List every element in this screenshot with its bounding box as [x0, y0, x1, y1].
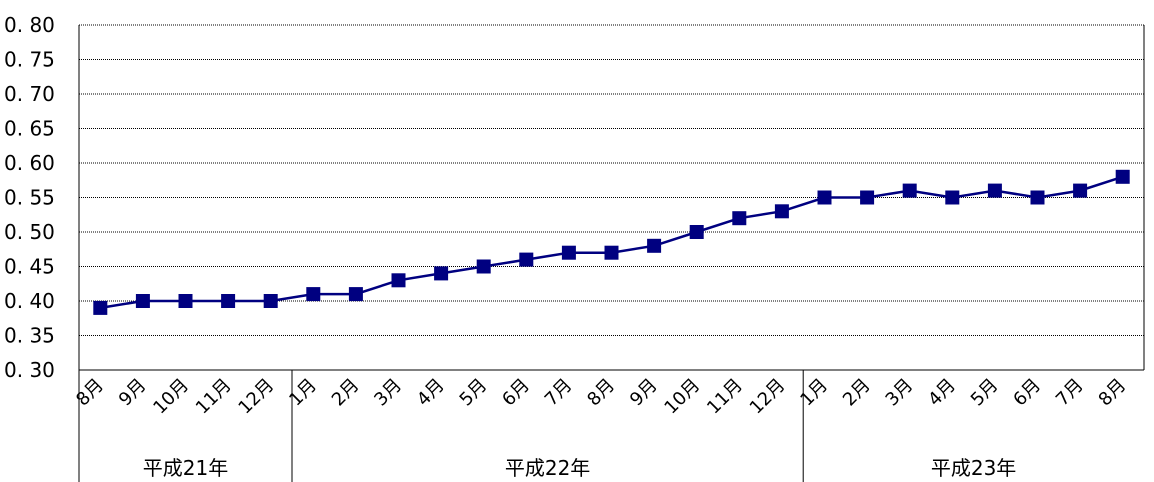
- series-line: [100, 177, 1122, 308]
- group-label: 平成23年: [931, 456, 1016, 480]
- x-tick-label: 3月: [370, 375, 406, 411]
- x-tick-label: 4月: [924, 375, 960, 411]
- data-point-marker: [93, 301, 107, 315]
- data-point-marker: [860, 191, 874, 205]
- data-point-marker: [306, 287, 320, 301]
- data-point-marker: [392, 273, 406, 287]
- y-tick-label: 0. 70: [4, 82, 55, 106]
- x-tick-label: 8月: [72, 375, 108, 411]
- x-tick-label: 10月: [660, 375, 704, 419]
- x-tick-label: 8月: [583, 375, 619, 411]
- x-tick-label: 6月: [1009, 375, 1045, 411]
- x-tick-label: 11月: [703, 375, 747, 419]
- x-tick-label: 11月: [192, 375, 236, 419]
- group-label: 平成22年: [505, 456, 590, 480]
- x-tick-label: 7月: [1052, 375, 1088, 411]
- y-tick-label: 0. 65: [4, 117, 55, 141]
- group-label: 平成21年: [143, 456, 228, 480]
- x-tick-label: 2月: [328, 375, 364, 411]
- data-point-marker: [605, 246, 619, 260]
- x-tick-label: 5月: [456, 375, 492, 411]
- data-point-marker: [264, 294, 278, 308]
- data-point-marker: [434, 266, 448, 280]
- x-tick-label: 9月: [626, 375, 662, 411]
- data-point-marker: [519, 253, 533, 267]
- data-point-marker: [647, 239, 661, 253]
- data-point-marker: [136, 294, 150, 308]
- x-tick-label: 3月: [882, 375, 918, 411]
- data-point-marker: [775, 204, 789, 218]
- x-tick-label: 4月: [413, 375, 449, 411]
- y-tick-label: 0. 75: [4, 48, 55, 72]
- data-point-marker: [988, 184, 1002, 198]
- x-tick-label: 10月: [149, 375, 193, 419]
- data-point-marker: [732, 211, 746, 225]
- y-tick-label: 0. 80: [4, 13, 55, 37]
- data-point-marker: [562, 246, 576, 260]
- data-point-marker: [179, 294, 193, 308]
- data-point-marker: [1116, 170, 1130, 184]
- x-tick-label: 1月: [796, 375, 832, 411]
- x-tick-label: 12月: [746, 375, 790, 419]
- data-point-marker: [903, 184, 917, 198]
- y-tick-label: 0. 40: [4, 289, 55, 313]
- x-tick-label: 6月: [498, 375, 534, 411]
- y-tick-label: 0. 35: [4, 324, 55, 348]
- data-point-marker: [818, 191, 832, 205]
- x-tick-label: 12月: [234, 375, 278, 419]
- data-point-marker: [349, 287, 363, 301]
- data-point-marker: [1073, 184, 1087, 198]
- data-point-marker: [477, 260, 491, 274]
- y-tick-label: 0. 55: [4, 186, 55, 210]
- x-tick-label: 5月: [967, 375, 1003, 411]
- x-tick-label: 8月: [1095, 375, 1131, 411]
- data-point-marker: [945, 191, 959, 205]
- x-tick-label: 7月: [541, 375, 577, 411]
- y-tick-label: 0. 30: [4, 358, 55, 382]
- y-tick-label: 0. 60: [4, 151, 55, 175]
- x-tick-label: 1月: [285, 375, 321, 411]
- data-point-marker: [1031, 191, 1045, 205]
- data-point-marker: [690, 225, 704, 239]
- x-tick-label: 2月: [839, 375, 875, 411]
- y-tick-label: 0. 50: [4, 220, 55, 244]
- y-tick-label: 0. 45: [4, 255, 55, 279]
- data-point-marker: [221, 294, 235, 308]
- x-tick-label: 9月: [115, 375, 151, 411]
